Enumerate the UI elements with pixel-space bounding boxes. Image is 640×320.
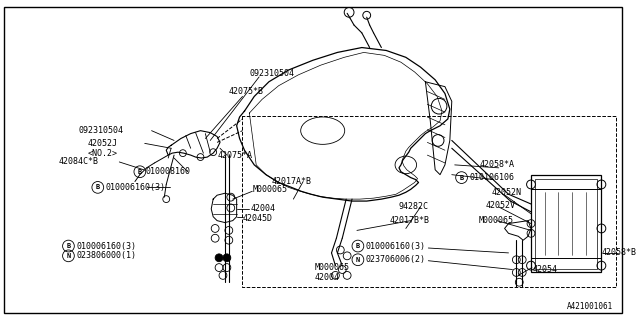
Text: 42017B*B: 42017B*B (389, 216, 429, 225)
Text: 010008160: 010008160 (146, 167, 191, 176)
Text: M000065: M000065 (478, 216, 513, 225)
Text: 010106106: 010106106 (469, 173, 515, 182)
Text: B: B (138, 169, 142, 175)
Text: B: B (356, 243, 360, 249)
Text: 023706006(2): 023706006(2) (365, 255, 426, 264)
Text: 010006160(3): 010006160(3) (365, 242, 426, 251)
Text: M000065: M000065 (315, 263, 350, 272)
Text: N: N (356, 257, 360, 263)
Text: 092310504: 092310504 (78, 126, 124, 135)
Text: 092310504: 092310504 (250, 69, 294, 78)
Text: B: B (67, 243, 70, 249)
Text: <NO.2>: <NO.2> (88, 149, 118, 158)
Text: 42052N: 42052N (492, 188, 522, 197)
Text: M000065: M000065 (252, 185, 287, 194)
Text: B: B (95, 184, 100, 190)
Text: 42004: 42004 (250, 204, 275, 213)
Bar (531, 175, 602, 272)
Text: 42004: 42004 (315, 273, 340, 282)
Text: 42058*A: 42058*A (479, 160, 514, 169)
Bar (535, 179, 598, 268)
Text: 42058*B: 42058*B (602, 248, 636, 257)
Text: 010006160(3): 010006160(3) (106, 183, 166, 192)
Text: 42075*A: 42075*A (217, 151, 252, 160)
Text: 42052V: 42052V (486, 202, 516, 211)
Circle shape (215, 254, 223, 262)
Text: N: N (67, 253, 70, 259)
Text: 010006160(3): 010006160(3) (76, 242, 136, 251)
Text: B: B (460, 175, 464, 180)
Text: 42045D: 42045D (243, 214, 273, 223)
Text: 42017A*B: 42017A*B (272, 177, 312, 186)
Text: 42054: 42054 (533, 265, 558, 274)
Text: 42052J: 42052J (88, 139, 118, 148)
Circle shape (223, 254, 231, 262)
Text: 94282C: 94282C (399, 203, 429, 212)
Text: 42075*B: 42075*B (229, 87, 264, 96)
Text: 42084C*B: 42084C*B (59, 157, 99, 166)
Text: 023806000(1): 023806000(1) (76, 251, 136, 260)
Text: A421001061: A421001061 (567, 302, 613, 311)
